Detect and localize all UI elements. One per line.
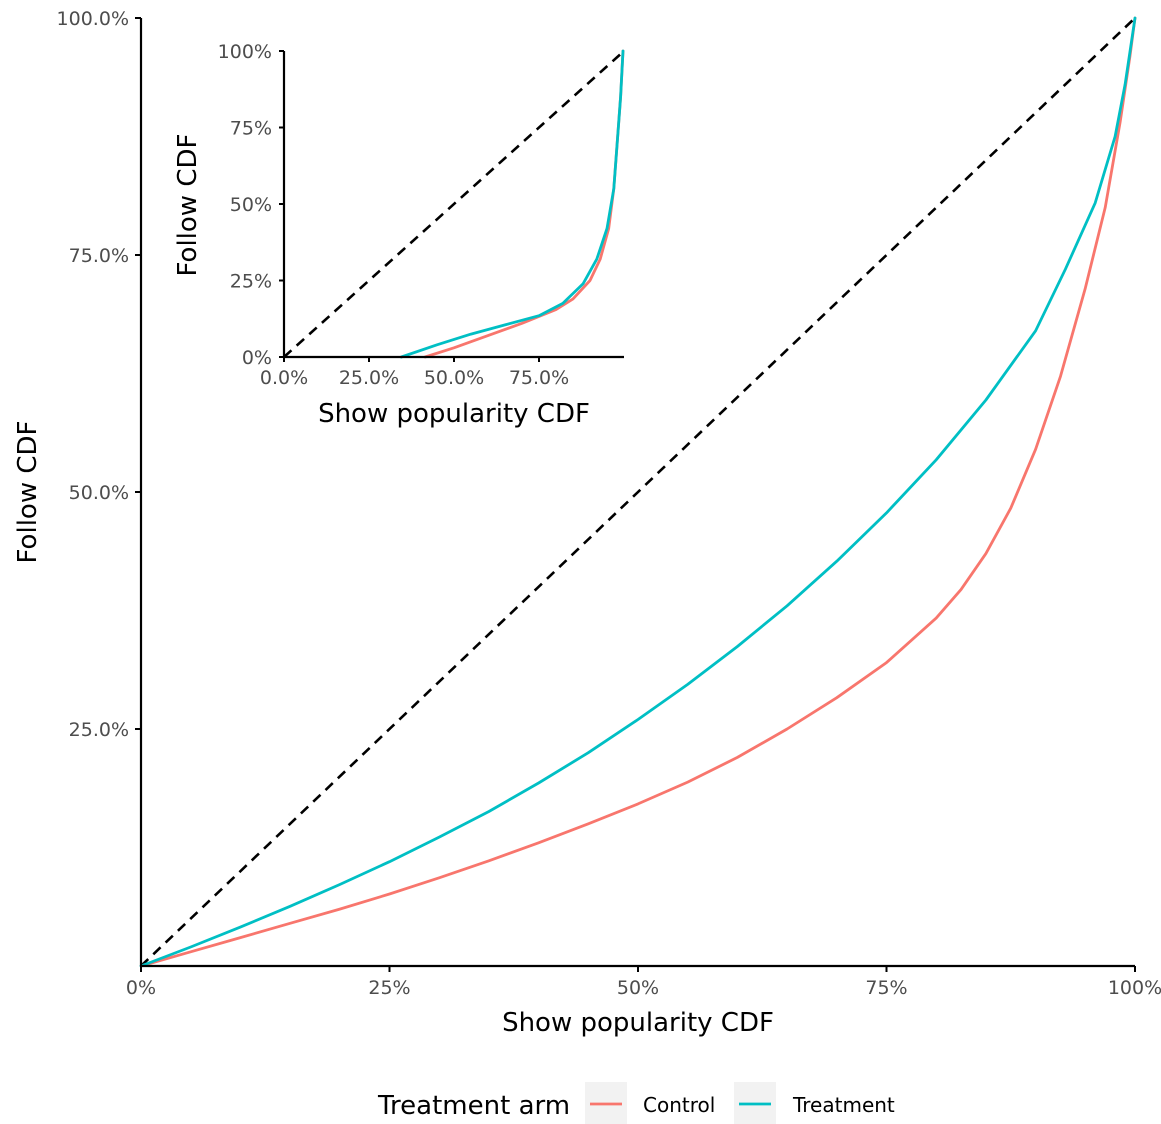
- main-x-tick-label: 25%: [368, 977, 410, 999]
- inset-y-ticks: 0% 25% 50% 75% 100%: [218, 41, 284, 369]
- inset-series-group: [399, 49, 625, 359]
- main-y-ticks: 25.0% 50.0% 75.0% 100.0%: [57, 8, 141, 741]
- legend-title: Treatment arm: [377, 1091, 570, 1121]
- legend-label-treatment: Treatment: [792, 1093, 895, 1117]
- legend-item-treatment: Treatment: [734, 1082, 895, 1124]
- inset-y-axis-title: Follow CDF: [173, 134, 203, 277]
- main-x-tick-label: 100%: [1108, 977, 1161, 999]
- inset-series-line-treatment: [399, 49, 625, 359]
- inset-x-tick-label: 25.0%: [339, 367, 399, 389]
- inset-y-tick-label: 100%: [218, 41, 272, 63]
- main-series-group: [139, 16, 1137, 968]
- main-x-tick-label: 0%: [126, 977, 156, 999]
- legend: Treatment arm Control Treatment: [377, 1082, 895, 1124]
- inset-reference-diagonal: [283, 50, 625, 358]
- main-y-tick-label: 25.0%: [69, 719, 129, 741]
- legend-label-control: Control: [643, 1093, 715, 1117]
- inset-y-tick-label: 50%: [230, 194, 272, 216]
- main-plot-panel: 0% 25% 50% 75% 100% 25.0% 50.0% 75.0% 100.0% Sh…: [13, 8, 1161, 1038]
- inset-y-tick-label: 25%: [230, 271, 272, 293]
- main-series-line-control: [139, 16, 1137, 968]
- inset-x-ticks: 0.0% 25.0% 50.0% 75.0%: [260, 357, 569, 389]
- main-y-tick-label: 50.0%: [69, 482, 129, 504]
- main-x-ticks: 0% 25% 50% 75% 100%: [126, 966, 1161, 999]
- inset-plot-panel: 0.0% 25.0% 50.0% 75.0% 0% 25% 50% 75% 100% Show…: [173, 41, 625, 429]
- main-x-axis-title: Show popularity CDF: [502, 1008, 774, 1038]
- inset-y-tick-label: 0%: [242, 347, 272, 369]
- inset-x-tick-label: 50.0%: [424, 367, 484, 389]
- main-y-axis-title: Follow CDF: [13, 421, 43, 564]
- inset-x-tick-label: 75.0%: [509, 367, 569, 389]
- inset-y-tick-label: 75%: [230, 118, 272, 140]
- main-x-tick-label: 50%: [617, 977, 659, 999]
- main-reference-diagonal: [140, 17, 1136, 967]
- inset-x-tick-label: 0.0%: [260, 367, 308, 389]
- main-x-tick-label: 75%: [865, 977, 907, 999]
- inset-x-axis-title: Show popularity CDF: [318, 399, 590, 429]
- main-y-tick-label: 75.0%: [69, 245, 129, 267]
- main-series-line-treatment: [139, 16, 1137, 968]
- main-y-tick-label: 100.0%: [57, 8, 129, 30]
- legend-item-control: Control: [585, 1082, 715, 1124]
